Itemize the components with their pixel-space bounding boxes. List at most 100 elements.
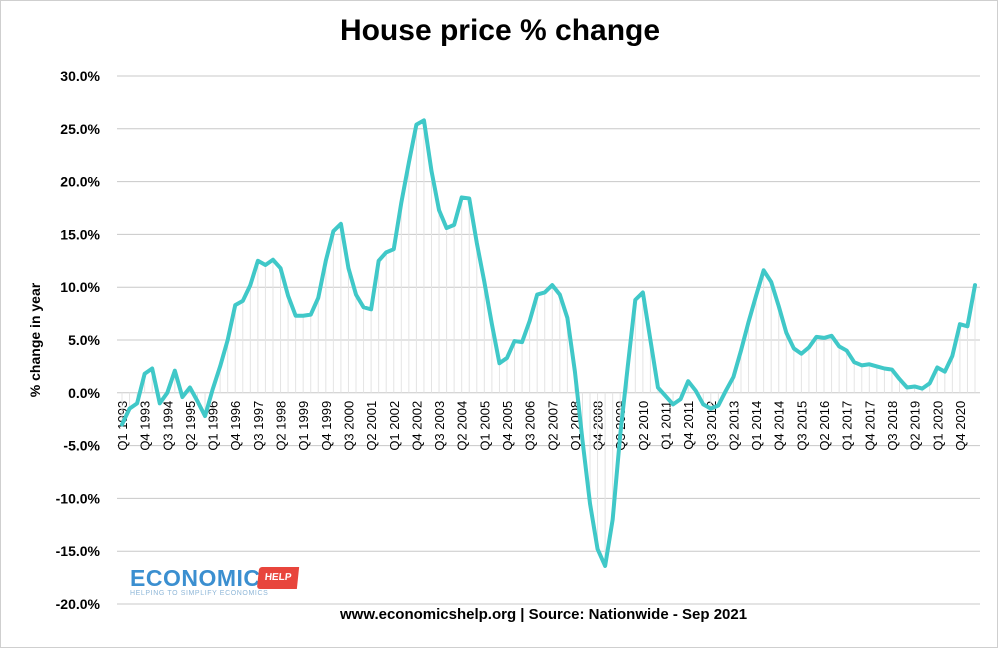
data-point <box>852 360 856 364</box>
data-point <box>490 322 494 326</box>
data-point <box>686 379 690 383</box>
data-point <box>920 386 924 391</box>
x-tick-label: Q4 2011 <box>681 401 696 450</box>
data-point <box>573 370 577 374</box>
x-tick-label: Q1 2014 <box>749 401 764 451</box>
data-point <box>528 319 532 323</box>
x-tick-label: Q4 2005 <box>500 401 515 451</box>
x-tick-label: Q3 2003 <box>432 401 447 451</box>
x-tick-label: Q1 1999 <box>296 401 311 451</box>
data-point <box>233 303 237 307</box>
y-tick-label: 10.0% <box>60 279 100 295</box>
data-point <box>626 364 630 368</box>
data-point <box>120 422 124 427</box>
data-point <box>301 314 305 318</box>
x-tick-label: Q4 1999 <box>319 401 334 451</box>
y-tick-label: -15.0% <box>56 543 101 559</box>
data-point <box>641 290 645 295</box>
data-point <box>460 195 464 200</box>
data-point <box>611 517 615 522</box>
data-point <box>361 305 366 309</box>
chart-title: House price % change <box>339 14 661 47</box>
data-point <box>437 208 441 212</box>
source-footer: www.economicshelp.org | Source: Nationwi… <box>340 606 748 623</box>
data-point <box>377 259 381 263</box>
data-point <box>950 354 954 358</box>
data-point <box>535 292 539 297</box>
data-point <box>716 403 720 408</box>
data-point <box>913 384 917 389</box>
data-point <box>475 241 479 245</box>
data-point <box>618 433 622 437</box>
x-tick-label: Q4 1996 <box>228 401 243 451</box>
data-point <box>731 375 736 379</box>
x-tick-label: Q3 2015 <box>794 401 809 451</box>
data-point <box>958 322 962 326</box>
gridlines <box>117 75 980 605</box>
data-point <box>867 362 871 366</box>
data-point <box>663 394 668 398</box>
data-point <box>792 346 796 351</box>
data-point <box>294 314 298 318</box>
x-tick-label: Q2 2001 <box>364 401 379 451</box>
data-point <box>369 307 373 311</box>
y-tick-label: -10.0% <box>56 490 101 506</box>
series-layer <box>120 118 977 568</box>
data-point <box>633 298 637 302</box>
y-axis-label: % change in year <box>27 282 43 397</box>
data-point <box>271 258 275 262</box>
data-point <box>143 372 147 376</box>
data-point <box>679 397 683 401</box>
data-point <box>399 201 403 205</box>
data-point <box>414 122 418 127</box>
y-axis-ticks: 30.0% 25.0% 20.0% 15.0% 10.0% 5.0% 0.0% -5.0% -1… <box>56 68 101 612</box>
data-point <box>762 268 766 272</box>
data-point <box>784 331 788 335</box>
data-point <box>746 320 751 324</box>
data-point <box>943 370 947 374</box>
x-tick-label: Q2 2013 <box>726 401 741 451</box>
x-tick-label: Q3 2012 <box>704 401 719 451</box>
x-tick-label: Q4 2017 <box>862 401 877 451</box>
x-tick-label: Q3 1997 <box>251 401 266 451</box>
logo-word: ECONOMICS <box>130 565 277 591</box>
data-point <box>595 547 600 551</box>
data-point <box>241 299 245 303</box>
data-point <box>656 385 660 390</box>
data-point <box>354 292 358 297</box>
data-point <box>928 381 932 385</box>
x-tick-label: Q2 2016 <box>817 401 832 451</box>
y-tick-label: 0.0% <box>68 385 100 401</box>
data-point <box>543 290 547 295</box>
data-point <box>203 414 207 418</box>
data-point <box>890 367 894 372</box>
data-point <box>444 226 449 230</box>
x-tick-label: Q1 1996 <box>206 401 221 451</box>
y-tick-label: -20.0% <box>56 596 101 612</box>
data-point <box>482 280 486 284</box>
data-point <box>603 564 607 568</box>
data-point <box>135 401 139 405</box>
data-point <box>965 324 970 328</box>
data-point <box>195 399 200 403</box>
x-tick-label: Q4 1993 <box>138 401 153 451</box>
y-tick-label: -5.0% <box>63 438 100 454</box>
data-point <box>150 366 154 371</box>
x-tick-label: Q4 2020 <box>953 401 968 451</box>
data-point <box>845 348 849 353</box>
x-tick-label: Q4 2014 <box>772 401 787 451</box>
x-tick-label: Q4 2002 <box>409 401 424 451</box>
x-tick-label: Q3 2018 <box>885 401 900 451</box>
data-point <box>407 160 411 165</box>
data-point <box>256 259 260 263</box>
data-point <box>309 313 313 317</box>
data-point <box>346 266 351 270</box>
data-point <box>769 280 773 284</box>
data-point <box>384 250 388 254</box>
data-point <box>777 304 781 308</box>
data-point <box>648 338 653 342</box>
x-tick-label: Q3 2000 <box>341 401 356 451</box>
data-point <box>973 283 977 287</box>
data-point <box>452 223 456 227</box>
